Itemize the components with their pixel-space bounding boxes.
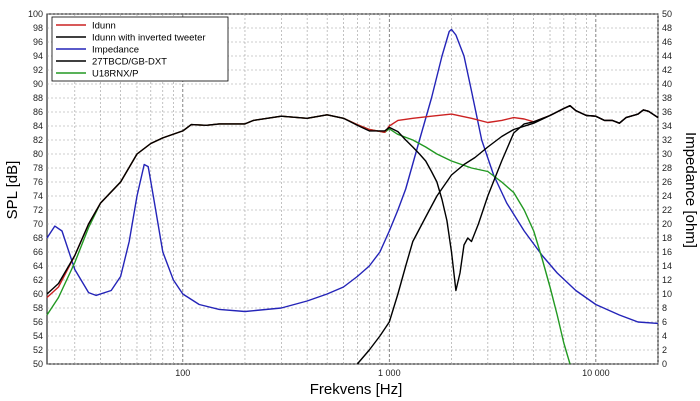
y-tick-label: 76 — [33, 177, 43, 187]
y2-tick-label: 6 — [662, 317, 667, 327]
y2-axis-title: Impedance [ohm] — [682, 132, 699, 248]
y-tick-label: 94 — [33, 51, 43, 61]
legend-label-impedance: Impedance — [92, 45, 139, 56]
y2-tick-label: 20 — [662, 219, 672, 229]
y2-tick-label: 16 — [662, 247, 672, 257]
series-line-idunn-with-inverted-tweeter — [46, 105, 659, 295]
y-tick-label: 72 — [33, 205, 43, 215]
y-tick-label: 64 — [33, 261, 43, 271]
tick-labels: 5052545658606264666870727476788082848688… — [28, 9, 672, 378]
y2-tick-label: 50 — [662, 9, 672, 19]
y2-tick-label: 42 — [662, 65, 672, 75]
y-tick-label: 50 — [33, 359, 43, 369]
y-tick-label: 90 — [33, 79, 43, 89]
y-tick-label: 60 — [33, 289, 43, 299]
y-tick-label: 80 — [33, 149, 43, 159]
legend-label-idunn-with-inverted-tweeter: Idunn with inverted tweeter — [92, 33, 206, 44]
y2-tick-label: 14 — [662, 261, 672, 271]
y-tick-label: 74 — [33, 191, 43, 201]
y2-tick-label: 30 — [662, 149, 672, 159]
series-layer — [46, 28, 659, 365]
y2-tick-label: 0 — [662, 359, 667, 369]
grid-lines — [47, 13, 659, 365]
y2-tick-label: 26 — [662, 177, 672, 187]
legend-label-idunn: Idunn — [92, 21, 116, 32]
y2-tick-label: 8 — [662, 303, 667, 313]
x-axis-title: Frekvens [Hz] — [310, 381, 403, 398]
y-tick-label: 98 — [33, 23, 43, 33]
y2-tick-label: 18 — [662, 233, 672, 243]
y-tick-label: 56 — [33, 317, 43, 327]
y2-tick-label: 32 — [662, 135, 672, 145]
x-tick-label: 1 000 — [378, 368, 401, 378]
series-line-impedance — [46, 28, 659, 325]
y-tick-label: 92 — [33, 65, 43, 75]
y2-tick-label: 40 — [662, 79, 672, 89]
y2-tick-label: 36 — [662, 107, 672, 117]
y-tick-label: 88 — [33, 93, 43, 103]
y2-tick-label: 48 — [662, 23, 672, 33]
y-tick-label: 70 — [33, 219, 43, 229]
y2-tick-label: 4 — [662, 331, 667, 341]
y2-tick-label: 2 — [662, 345, 667, 355]
y-tick-label: 100 — [28, 9, 43, 19]
y2-tick-label: 46 — [662, 37, 672, 47]
y-tick-label: 96 — [33, 37, 43, 47]
y-tick-label: 86 — [33, 107, 43, 117]
y-tick-label: 78 — [33, 163, 43, 173]
y-tick-label: 68 — [33, 233, 43, 243]
y-tick-label: 66 — [33, 247, 43, 257]
y2-tick-label: 44 — [662, 51, 672, 61]
legend-label-27tbcd-gb-dxt: 27TBCD/GB-DXT — [92, 57, 167, 68]
y-tick-label: 54 — [33, 331, 43, 341]
y-axis-title: SPL [dB] — [4, 161, 21, 220]
y2-tick-label: 34 — [662, 121, 672, 131]
y-tick-label: 82 — [33, 135, 43, 145]
x-tick-label: 10 000 — [582, 368, 610, 378]
y2-tick-label: 10 — [662, 289, 672, 299]
y-tick-label: 58 — [33, 303, 43, 313]
y-tick-label: 52 — [33, 345, 43, 355]
y2-tick-label: 12 — [662, 275, 672, 285]
y2-tick-label: 24 — [662, 191, 672, 201]
y-tick-label: 62 — [33, 275, 43, 285]
y-tick-label: 84 — [33, 121, 43, 131]
legend-label-u18rnx-p: U18RNX/P — [92, 69, 138, 80]
y2-tick-label: 22 — [662, 205, 672, 215]
y2-tick-label: 38 — [662, 93, 672, 103]
x-tick-label: 100 — [175, 368, 190, 378]
y2-tick-label: 28 — [662, 163, 672, 173]
